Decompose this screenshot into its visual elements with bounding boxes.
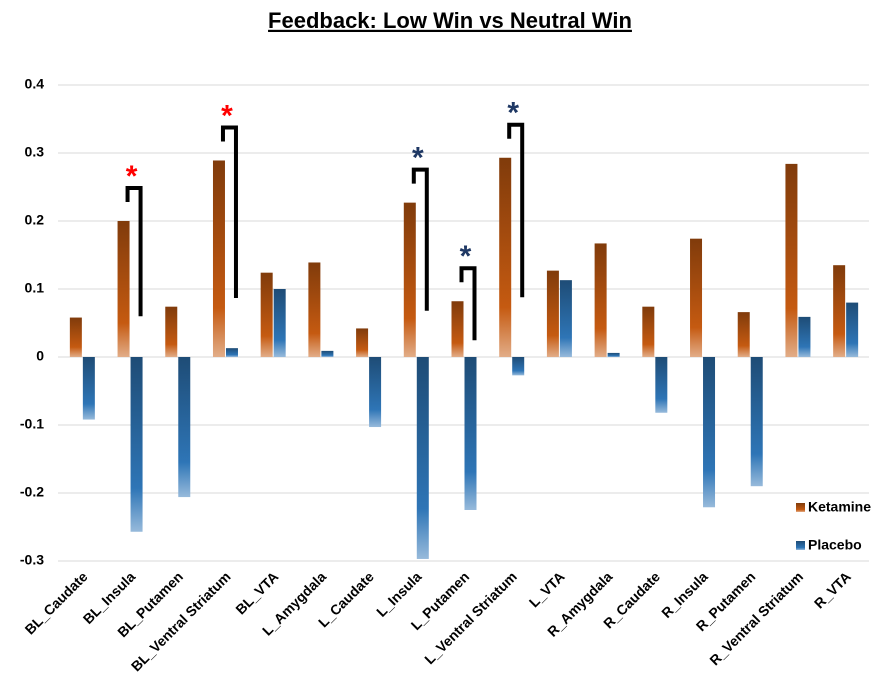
x-tick-label: L_Ventral Striatum: [421, 568, 520, 667]
bar: [703, 357, 716, 508]
chart-title: Feedback: Low Win vs Neutral Win: [268, 8, 632, 33]
y-tick-label: 0: [36, 348, 44, 364]
annotation: *: [412, 142, 424, 175]
bar: [451, 301, 464, 357]
y-tick-label: 0.1: [25, 280, 45, 296]
legend-label: Placebo: [808, 537, 862, 553]
bracket: [459, 266, 477, 341]
bar: [130, 357, 143, 532]
bar: [559, 280, 572, 357]
annotation: *: [460, 240, 472, 273]
y-tick-label: -0.1: [20, 416, 44, 432]
bar: [178, 357, 191, 498]
bracket: [507, 122, 525, 298]
bar: [321, 350, 334, 357]
x-tick-label: R_Ventral Striatum: [706, 568, 806, 668]
bar: [225, 348, 238, 357]
y-tick-label: -0.3: [20, 552, 44, 568]
bar: [464, 357, 477, 510]
y-tick-label: -0.2: [20, 484, 44, 500]
bar: [212, 160, 225, 357]
bar: [607, 352, 620, 357]
bar: [846, 302, 859, 357]
bar: [308, 262, 321, 357]
bar: [594, 243, 607, 357]
bar: [416, 357, 429, 559]
bar: [512, 357, 525, 376]
bar: [82, 357, 95, 420]
annotation: *: [126, 160, 138, 193]
bar: [655, 357, 668, 413]
y-tick-label: 0.3: [25, 144, 45, 160]
bracket: [125, 186, 143, 317]
bracket: [220, 125, 238, 299]
bar: [798, 316, 811, 357]
bar: [546, 270, 559, 357]
bar: [260, 272, 273, 357]
bar: [69, 317, 82, 357]
legend-label: Ketamine: [808, 499, 871, 515]
bar: [750, 357, 763, 487]
x-tick-label: BL_VTA: [232, 568, 281, 617]
bar: [499, 157, 512, 357]
bar: [785, 163, 798, 357]
y-tick-label: 0.2: [25, 212, 45, 228]
bar: [369, 357, 382, 428]
x-tick-label: L_VTA: [526, 568, 568, 610]
bar: [642, 306, 655, 357]
bar: [737, 312, 750, 357]
annotation: *: [507, 97, 519, 130]
x-tick-label: BL_Caudate: [22, 568, 91, 637]
legend-swatch: [796, 503, 805, 512]
bar: [356, 328, 369, 357]
legend-swatch: [796, 541, 805, 550]
bar: [833, 265, 846, 357]
bar: [273, 289, 286, 357]
y-tick-label: 0.4: [25, 76, 45, 92]
bar: [690, 238, 703, 357]
bar: [165, 306, 178, 357]
bracket: [411, 167, 429, 311]
bar: [403, 202, 416, 357]
bar: [117, 221, 130, 357]
annotation: *: [221, 99, 233, 132]
x-tick-label: R_VTA: [811, 568, 854, 611]
